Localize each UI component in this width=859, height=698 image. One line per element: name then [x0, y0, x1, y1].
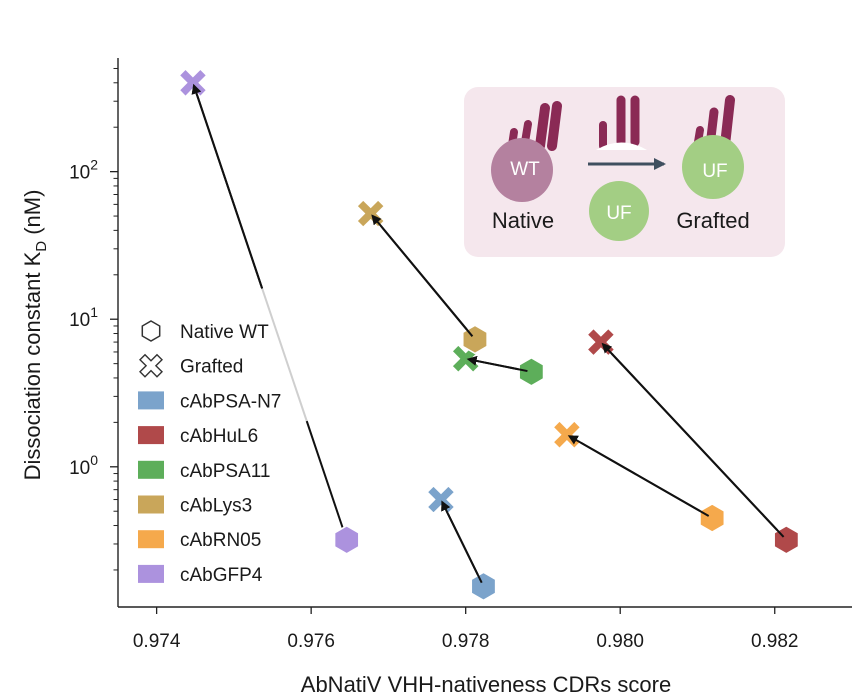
grafted-point-cAbLys3	[355, 198, 386, 229]
link-arrow-cAbRN05	[567, 435, 710, 517]
legend-swatch-cAbLys3	[138, 495, 164, 514]
legend-swatch-cAbPSA-N7	[138, 391, 164, 410]
y-tick-label: 102	[69, 157, 98, 184]
series-points	[178, 67, 800, 602]
y-axis-title-main: Dissociation constant K	[20, 251, 45, 480]
x-axis-title: AbNatiV VHH-nativeness CDRs score	[301, 672, 671, 697]
legend-label: cAbRN05	[180, 530, 261, 551]
grafted-point-cAbGFP4	[178, 67, 208, 98]
legend-swatch-cAbPSA11	[138, 460, 164, 479]
link-line-cAbGFP4	[305, 420, 347, 537]
native-point-cAbGFP4	[333, 524, 360, 555]
y-axis-title-unit: (nM)	[20, 190, 45, 241]
legend-label: cAbHuL6	[180, 426, 258, 447]
native-label: Native	[492, 208, 554, 233]
x-tick-label: 0.980	[596, 631, 644, 652]
y-axis-title: Dissociation constant KD (nM)	[20, 190, 50, 481]
link-arrow-cAbPSA11	[466, 355, 528, 373]
y-tick-label: 100	[69, 452, 98, 479]
grafted-point-cAbRN05	[552, 419, 582, 450]
legend-swatch-cAbHuL6	[138, 426, 164, 445]
link-line-faded-cAbGFP4	[261, 288, 308, 422]
legend-swatch-cAbGFP4	[138, 564, 164, 583]
grafted-point-cAbPSA-N7	[426, 484, 456, 515]
y-tick-label: 101	[69, 304, 98, 331]
x-tick-label: 0.982	[751, 631, 799, 652]
legend: Native WT Grafted cAbPSA-N7 cAbHuL6 cAbPSA11…	[138, 320, 281, 586]
middle-loops	[599, 95, 640, 150]
grafted-label: Grafted	[676, 208, 749, 233]
link-arrow-cAbPSA-N7	[441, 500, 483, 584]
native-point-cAbPSA-N7	[470, 571, 497, 602]
legend-label: Grafted	[180, 357, 243, 378]
link-arrow-cAbLys3	[371, 214, 474, 337]
wt-label: WT	[510, 159, 540, 180]
middle-cutout	[596, 142, 647, 150]
legend-swatch-cAbRN05	[138, 530, 164, 549]
y-ticks: 100 101 102	[69, 67, 118, 571]
uf-label-middle: UF	[606, 203, 631, 224]
x-tick-label: 0.978	[442, 631, 490, 652]
x-ticks: 0.974 0.976 0.978 0.980 0.982	[133, 607, 799, 652]
wt-blob	[491, 138, 553, 202]
legend-label: cAbGFP4	[180, 565, 263, 586]
inset-panel: WT Native UF UF Grafted	[464, 87, 785, 257]
x-tick-label: 0.976	[287, 631, 335, 652]
legend-cross-icon	[139, 353, 163, 378]
native-point-cAbRN05	[699, 503, 726, 533]
legend-label: Native WT	[180, 322, 269, 343]
uf-blob-grafted	[682, 135, 744, 199]
legend-label: cAbPSA11	[180, 461, 270, 482]
legend-label: cAbPSA-N7	[180, 391, 281, 412]
y-axis-title-sub: D	[33, 241, 50, 252]
legend-label: cAbLys3	[180, 496, 252, 517]
link-arrow-cAbGFP4	[191, 83, 264, 289]
link-arrow-cAbHuL6	[601, 342, 785, 538]
x-tick-label: 0.974	[133, 631, 181, 652]
legend-hexagon-icon	[141, 320, 161, 342]
native-point-cAbPSA11	[518, 356, 545, 387]
uf-blob-middle	[589, 181, 649, 241]
uf-label-grafted: UF	[702, 161, 727, 182]
